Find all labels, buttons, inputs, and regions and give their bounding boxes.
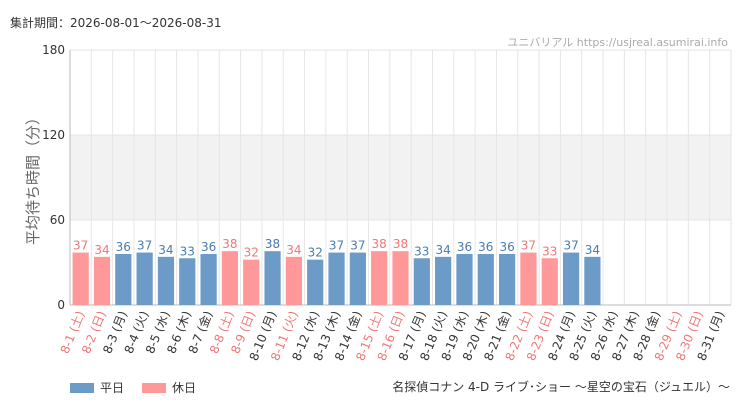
bar (435, 256, 452, 305)
bar (371, 251, 388, 305)
plot-band (70, 135, 731, 220)
legend-label-weekday: 平日 (100, 381, 125, 395)
data-label: 38 (393, 237, 408, 251)
data-label: 34 (94, 243, 109, 257)
bar (115, 254, 132, 305)
bar (243, 259, 260, 305)
data-label: 33 (180, 244, 195, 258)
bar (520, 252, 537, 305)
y-axis-title: 平均待ち時間（分） (24, 110, 42, 245)
data-label: 38 (265, 237, 280, 251)
bar (93, 256, 111, 305)
data-label: 36 (457, 240, 472, 254)
data-label: 37 (137, 239, 152, 253)
bar (72, 252, 89, 305)
legend-item-weekday: 平日 (70, 379, 124, 396)
legend-label-holiday: 休日 (172, 381, 197, 395)
bar (200, 254, 217, 305)
legend: 平日 休日 (70, 379, 214, 396)
data-label: 37 (73, 239, 88, 253)
bar (413, 258, 430, 305)
bar (285, 256, 302, 305)
data-label: 34 (158, 243, 173, 257)
legend-item-holiday: 休日 (142, 379, 196, 396)
data-label: 38 (222, 237, 237, 251)
data-label: 34 (286, 243, 301, 257)
bar (136, 252, 153, 305)
data-label: 36 (116, 240, 131, 254)
bar (392, 251, 409, 305)
bar (157, 256, 175, 305)
bar (221, 251, 239, 305)
y-tick-label: 120 (42, 128, 65, 142)
data-label: 33 (414, 244, 429, 258)
bar (477, 254, 494, 305)
data-label: 33 (542, 244, 557, 258)
bar (499, 254, 516, 305)
data-label: 32 (244, 246, 259, 260)
bar (456, 254, 473, 305)
data-label: 37 (329, 239, 344, 253)
data-label: 37 (521, 239, 536, 253)
data-label: 38 (372, 237, 387, 251)
bar (349, 252, 366, 305)
period-label: 集計期間：2026-08-01～2026-08-31 (10, 16, 222, 30)
data-label: 36 (201, 240, 216, 254)
data-label: 36 (478, 240, 493, 254)
y-tick-label: 0 (57, 298, 65, 312)
site-credit: ユニバリアル https://usjreal.asumirai.info (507, 36, 728, 49)
attraction-name: 名探偵コナン 4-D ライブ･ショー ～星空の宝石（ジュエル）～ (392, 380, 730, 394)
data-label: 36 (499, 240, 514, 254)
data-label: 37 (563, 239, 578, 253)
y-tick-label: 60 (50, 213, 65, 227)
bar (179, 258, 196, 305)
data-label: 32 (308, 246, 323, 260)
legend-swatch-holiday (142, 382, 167, 393)
data-label: 34 (585, 243, 600, 257)
bar (264, 251, 281, 305)
bar (328, 252, 345, 305)
bar (307, 259, 324, 305)
data-label: 37 (350, 239, 365, 253)
data-label: 34 (436, 243, 451, 257)
bar (584, 256, 601, 305)
legend-swatch-weekday (70, 382, 94, 393)
bar (562, 252, 580, 305)
bar (541, 258, 558, 305)
y-tick-label: 180 (42, 43, 65, 57)
